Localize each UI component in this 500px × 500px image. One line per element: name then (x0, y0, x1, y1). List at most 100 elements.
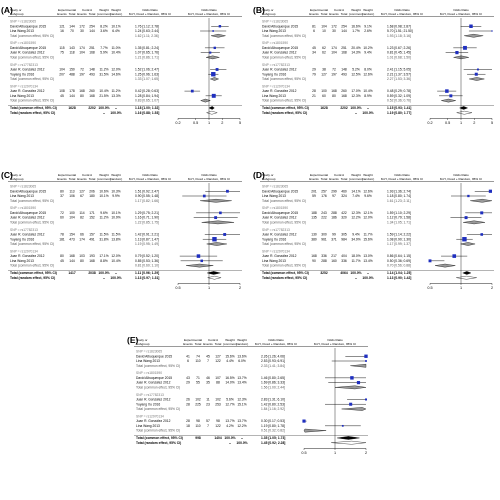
exp-total: 100 (69, 211, 75, 215)
overall-weight-random: 100.0% (362, 276, 373, 280)
ctrl-events: 197 (79, 72, 85, 76)
study-name: Yuyang Xu 2016 (10, 72, 34, 76)
weight-random: 13.3% (111, 94, 120, 98)
x-tick-label: 1 (334, 451, 336, 455)
subgroup-diamond (460, 242, 476, 246)
subgroup-diamond (464, 33, 484, 38)
weight-common: 20.4% (351, 46, 360, 50)
ctrl-total: 157 (89, 233, 95, 237)
header-experimental: Experimental (310, 173, 328, 177)
weight-common: 17.0% (351, 89, 360, 93)
study-square (464, 216, 468, 220)
weight-random: 13.7% (237, 376, 246, 380)
header-total: Total (89, 12, 96, 16)
ctrl-total: 122 (215, 359, 221, 363)
study-name: Lina Wang 2013 (262, 94, 286, 98)
exp-events: 108 (59, 89, 65, 93)
weight-random: 13.6% (237, 354, 246, 358)
ctrl-total: 168 (89, 51, 95, 55)
header-or: Odds Ratio (268, 338, 284, 342)
or-ci-text: 1.84 [1.16; 2.92] (261, 407, 285, 411)
ctrl-total: 168 (89, 94, 95, 98)
header-weight: Weight (99, 8, 109, 12)
header-study: Study or (262, 8, 274, 12)
or-ci-text: 5.70 [1.51; 21.50] (387, 29, 413, 33)
or-ci-text: 1.07 [0.65; 1.76] (135, 51, 159, 55)
weight-common: 12.2% (351, 216, 360, 220)
study-name: David Albuquerque 2015 (262, 24, 298, 28)
study-square (211, 93, 216, 98)
study-name: Juan R. González 2012 (262, 89, 297, 93)
header-or: Odds Ratio (142, 173, 158, 177)
overall-ctrl-total: 4064 (340, 271, 348, 275)
or-ci-text: 0.81 [0.45; 1.45] (387, 51, 411, 55)
header-or-plot: Odds Ratio (201, 8, 217, 12)
ctrl-events: 57 (206, 419, 210, 423)
ctrl-total: 168 (89, 259, 95, 263)
exp-total: 104 (69, 216, 75, 220)
study-square (196, 254, 201, 258)
study-name: Lina Wang 2013 (10, 94, 34, 98)
or-ci-text: 1.69 [0.86; 3.33] (261, 381, 285, 385)
header-total: Total (341, 177, 348, 181)
header-weight-random: (random) (362, 177, 375, 181)
header-weight: Weight (363, 8, 373, 12)
exp-events: 207 (59, 72, 65, 76)
subgroup-label: SNP = rs17782313 (10, 63, 38, 67)
weight-common: 4.4% (226, 359, 234, 363)
or-ci-text: 1.59 [1.14; 2.22] (387, 233, 411, 237)
study-name: Yuyang Xu 2016 (136, 402, 160, 406)
or-ci-text: 0.85 [0.53; 1.36] (135, 259, 159, 263)
panel-label: (B) (253, 5, 265, 15)
header-events: Events (309, 177, 319, 181)
exp-events: 28 (186, 419, 190, 423)
weight-common: 12.5% (351, 72, 360, 76)
exp-total: 488 (69, 72, 75, 76)
weight-random: 11.2% (111, 89, 120, 93)
header-or: Odds Ratio (142, 8, 158, 12)
weight-common: 7.7% (100, 46, 108, 50)
exp-events: 79 (312, 72, 316, 76)
weight-common: 13.7% (225, 419, 234, 423)
panel-label: (D) (253, 170, 265, 180)
exp-total: 38 (322, 68, 326, 72)
pooled-label: Total (common effect, 95% CI) (10, 77, 54, 81)
ctrl-total: 171 (89, 211, 95, 215)
weight-random: 6.4% (112, 29, 120, 33)
exp-total: 225 (195, 402, 201, 406)
ctrl-total: 127 (215, 354, 221, 358)
overall-exp-total: 3252 (320, 271, 328, 275)
weight-random: 15.1% (237, 402, 246, 406)
ctrl-total: 168 (341, 51, 347, 55)
header-weight-common: (common) (97, 12, 111, 16)
pooled-label: Total (common effect, 95% CI) (262, 242, 306, 246)
overall-label: Total (random effect, 95% CI) (10, 276, 55, 280)
exp-events: 60 (60, 216, 64, 220)
weight-common: 34.9% (351, 237, 360, 241)
ctrl-events: 97 (332, 194, 336, 198)
ctrl-events: 35 (206, 381, 210, 385)
pooled-label: Total (common effect, 95% CI) (262, 34, 306, 38)
exp-total: 144 (69, 24, 75, 28)
study-square (488, 189, 493, 193)
or-ci-text: 1.33 [1.07; 1.65] (135, 77, 159, 81)
study-name: Juan R. González 2012 (136, 419, 171, 423)
study-square (223, 233, 227, 236)
x-tick-label: 1 (208, 286, 210, 290)
weight-common: 11.5% (99, 233, 108, 237)
x-tick-label: 0.2 (175, 121, 180, 125)
exp-events: 201 (311, 189, 317, 193)
header-study: Study or (136, 338, 148, 342)
study-name: Juan R. González 2012 (10, 51, 45, 55)
or-ci-text: 1.08 [0.90; 1.30] (387, 237, 411, 241)
ctrl-events: 45 (206, 354, 210, 358)
weight-common: 11.2% (99, 68, 108, 72)
subgroup-diamond (201, 220, 235, 225)
x-tick-label: 2 (491, 286, 493, 290)
header-or-plot-model: M-H, Fixed + Random, 95% CI (440, 177, 482, 181)
study-square (463, 45, 467, 50)
header-subgroup: Subgroup (136, 342, 150, 346)
header-weight: Weight (237, 338, 247, 342)
header-control: Control (334, 8, 344, 12)
or-ci-text: 1.24 [0.63; 2.44] (135, 29, 159, 33)
